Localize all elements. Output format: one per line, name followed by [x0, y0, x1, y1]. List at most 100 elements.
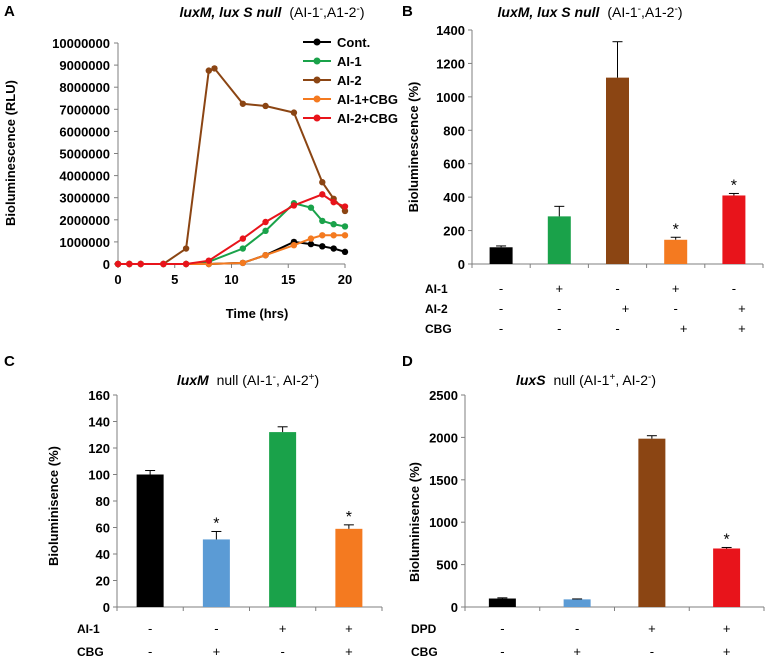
data-point	[239, 100, 247, 107]
condition-sign: -	[499, 281, 503, 296]
x-tick-label-a: 0	[114, 272, 121, 287]
panel-a: A luxM, lux S null (AI-1-,A1-2-) Biolumi…	[3, 3, 398, 321]
y-tick-label-a: 6000000	[59, 124, 110, 139]
y-tick-label-a: 8000000	[59, 80, 110, 95]
y-tick-label: 1000	[429, 515, 458, 530]
data-point	[160, 260, 167, 268]
condition-sign: +	[723, 621, 731, 636]
y-tick-label: 800	[443, 123, 465, 138]
condition-sign: +	[345, 644, 353, 659]
condition-sign: -	[280, 644, 284, 659]
panel-b: B luxM, lux S null (AI-1-,A1-2-) Biolumi…	[402, 3, 764, 336]
chart-title-d: luxS null (AI-1+, AI-2-)	[516, 372, 656, 389]
data-point	[182, 245, 190, 252]
y-tick-label-a: 5000000	[59, 147, 110, 162]
condition-sign: +	[573, 644, 581, 659]
condition-sign: -	[615, 321, 619, 336]
condition-label: AI-1	[425, 282, 448, 296]
legend-marker	[313, 57, 321, 65]
y-tick-label: 500	[436, 558, 458, 573]
y-tick-label: 0	[458, 257, 465, 272]
y-tick-label: 0	[451, 600, 458, 615]
condition-sign: +	[556, 281, 564, 296]
significance-star: *	[213, 515, 219, 532]
condition-sign: +	[648, 621, 656, 636]
condition-label: CBG	[411, 645, 438, 659]
y-axis-title-c: Bioluminisence (%)	[46, 446, 61, 566]
y-tick-label: 2500	[429, 388, 458, 403]
data-point	[290, 109, 298, 116]
y-tick-label: 140	[88, 415, 110, 430]
y-tick-label-a: 4000000	[59, 169, 110, 184]
y-tick-label: 40	[96, 547, 110, 562]
condition-label: AI-2	[425, 302, 448, 316]
bar	[489, 247, 513, 264]
condition-sign: -	[732, 281, 736, 296]
y-axis-title-d: Bioluminisence (%)	[407, 462, 422, 582]
condition-sign: -	[615, 281, 619, 296]
data-point	[262, 251, 269, 259]
y-tick-label: 80	[96, 494, 110, 509]
y-axis-title-b: Bioluminescence (%)	[406, 82, 421, 213]
y-tick-label-a: 10000000	[52, 36, 110, 51]
data-point	[307, 204, 315, 211]
y-tick-label: 100	[88, 468, 110, 483]
data-point	[341, 223, 349, 230]
condition-sign: -	[557, 321, 561, 336]
data-point	[319, 191, 326, 198]
condition-sign: +	[672, 281, 680, 296]
y-tick-label: 1500	[429, 473, 458, 488]
condition-sign: +	[345, 621, 353, 636]
condition-sign: -	[500, 621, 504, 636]
bar	[664, 239, 688, 264]
chart-title-b: luxM, lux S null (AI-1-,A1-2-)	[498, 4, 683, 21]
panel-c: C luxM null (AI-1-, AI-2+) Bioluminisenc…	[4, 353, 383, 659]
condition-sign: +	[622, 301, 630, 316]
bar	[136, 474, 164, 607]
y-tick-label: 1400	[436, 23, 465, 38]
x-tick-label-a: 5	[171, 272, 178, 287]
series-line-ai-2	[118, 67, 346, 265]
condition-sign: -	[499, 301, 503, 316]
y-tick-label-a: 9000000	[59, 58, 110, 73]
data-point	[205, 257, 212, 264]
bar	[563, 599, 591, 607]
y-tick-label: 60	[96, 521, 110, 536]
legend-marker	[313, 38, 321, 46]
significance-star: *	[346, 509, 352, 526]
significance-star: *	[731, 177, 737, 194]
legend-label: AI-1+CBG	[337, 92, 398, 107]
data-point	[114, 260, 122, 268]
x-axis-title-a: Time (hrs)	[226, 306, 289, 321]
y-tick-label-a: 2000000	[59, 213, 110, 228]
y-tick-label-a: 0	[103, 257, 110, 272]
condition-sign: +	[738, 301, 746, 316]
bar	[269, 432, 297, 607]
data-point	[319, 179, 326, 186]
bar	[638, 438, 666, 607]
x-tick-label-a: 15	[281, 272, 295, 287]
condition-sign: -	[500, 644, 504, 659]
chart-title-a: luxM, lux S null (AI-1-,A1-2-)	[180, 4, 365, 21]
condition-sign: +	[738, 321, 746, 336]
data-point	[341, 207, 349, 215]
legend-label: AI-2	[337, 73, 362, 88]
data-point	[307, 235, 315, 242]
data-point	[262, 102, 269, 110]
condition-label: CBG	[425, 322, 452, 336]
panel-letter-b: B	[402, 3, 413, 20]
y-tick-label: 600	[443, 157, 465, 172]
significance-star: *	[673, 221, 679, 238]
data-point	[239, 259, 247, 267]
panel-letter-a: A	[4, 3, 15, 20]
condition-sign: -	[650, 644, 654, 659]
panel-d: D luxS null (AI-1+, AI-2-) Bioluminisenc…	[402, 353, 765, 659]
y-tick-label: 1000	[436, 90, 465, 105]
condition-sign: +	[279, 621, 287, 636]
data-point	[319, 243, 326, 250]
bar	[488, 598, 516, 607]
bar	[606, 77, 629, 264]
legend-label: AI-1	[337, 54, 362, 69]
y-tick-label: 0	[103, 600, 110, 615]
